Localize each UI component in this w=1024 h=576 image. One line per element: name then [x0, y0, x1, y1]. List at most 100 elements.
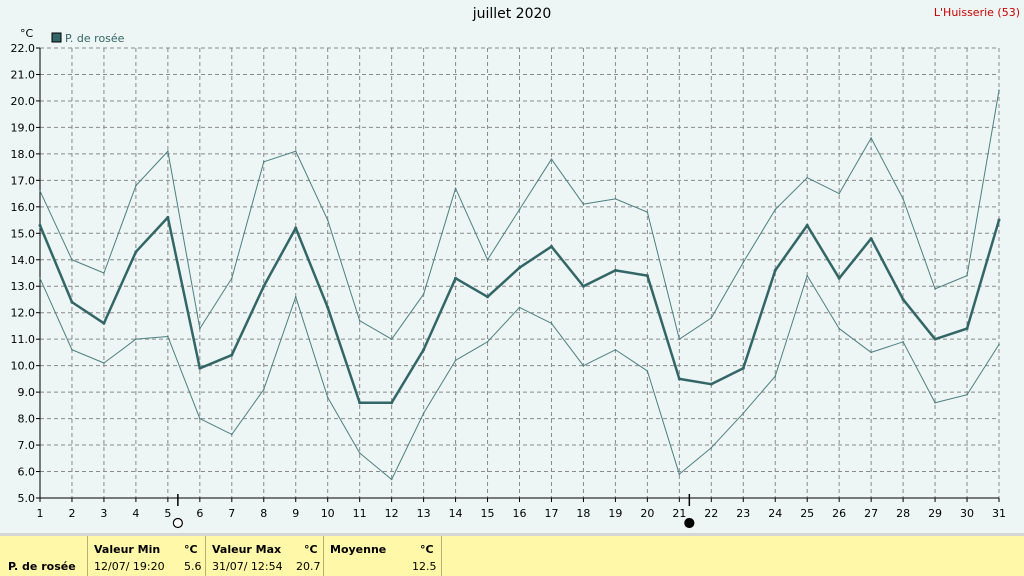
- mean-unit: °C: [420, 543, 434, 556]
- y-tick-label: 12.0: [11, 307, 36, 320]
- data-point-mean: [869, 237, 873, 241]
- data-point-min: [231, 433, 233, 436]
- mean-value: 12.5: [412, 560, 437, 573]
- data-point-max: [582, 203, 585, 205]
- data-point-max: [422, 293, 425, 295]
- data-point-min: [966, 393, 968, 396]
- data-point-min: [358, 452, 361, 454]
- data-point-min: [518, 306, 521, 309]
- data-point-mean: [613, 268, 617, 272]
- data-point-max: [966, 274, 968, 277]
- y-tick-label: 11.0: [11, 333, 36, 346]
- chart-title: juillet 2020: [472, 6, 552, 22]
- data-point-min: [486, 341, 489, 343]
- y-tick-label: 5.0: [18, 492, 36, 505]
- data-point-min: [454, 359, 457, 362]
- data-point-min: [390, 478, 393, 481]
- data-point-mean: [358, 401, 362, 405]
- legend-swatch: [51, 32, 62, 43]
- x-tick-label: 17: [544, 507, 558, 520]
- data-point-mean: [294, 226, 298, 230]
- data-point-min: [326, 396, 329, 399]
- x-tick-label: 29: [928, 507, 942, 520]
- data-point-min: [262, 388, 265, 391]
- stats-mean-cell: Moyenne °C 12.5: [324, 536, 442, 576]
- data-point-min: [678, 473, 681, 475]
- y-tick-label: 20.0: [11, 95, 36, 108]
- x-tick-label: 25: [800, 507, 814, 520]
- legend-label: P. de rosée: [65, 32, 125, 45]
- data-point-min: [294, 296, 297, 298]
- data-point-min: [646, 370, 649, 372]
- data-point-mean: [805, 223, 809, 227]
- data-point-mean: [102, 321, 106, 325]
- data-point-min: [806, 274, 808, 277]
- data-point-mean: [262, 284, 266, 288]
- data-point-mean: [997, 218, 1001, 222]
- data-point-max: [646, 211, 649, 213]
- data-point-max: [838, 192, 840, 195]
- min-date: 12/07/ 19:20: [94, 560, 165, 573]
- chart-area: 5.0 6.0 7.0 8.0 9.0 10.0 11.0 12.0 13.0 14.0 15.0 1…: [0, 0, 1024, 533]
- data-point-max: [998, 89, 1000, 92]
- data-point-max: [518, 208, 521, 211]
- data-point-max: [454, 187, 457, 190]
- y-axis-unit: °C: [20, 27, 34, 40]
- data-point-min: [934, 401, 936, 404]
- station-label: L'Huisserie (53): [933, 6, 1020, 19]
- x-tick-label: 22: [704, 507, 718, 520]
- data-point-mean: [230, 353, 234, 357]
- mean-header: Moyenne: [330, 543, 387, 556]
- y-tick-label: 6.0: [18, 466, 36, 479]
- x-tick-label: 6: [196, 507, 203, 520]
- chart-svg: 5.0 6.0 7.0 8.0 9.0 10.0 11.0 12.0 13.0 14.0 15.0 1…: [11, 27, 1006, 529]
- data-point-mean: [837, 276, 841, 280]
- y-tick-label: 9.0: [18, 386, 36, 399]
- data-point-mean: [677, 377, 681, 381]
- data-point-max: [678, 338, 681, 340]
- y-tick-label: 13.0: [11, 280, 36, 293]
- y-tick-label: 21.0: [11, 68, 36, 81]
- data-point-mean: [773, 268, 777, 272]
- new-moon-icon: [684, 517, 695, 529]
- data-point-max: [870, 137, 872, 139]
- x-tick-label: 10: [321, 507, 335, 520]
- data-point-max: [71, 258, 73, 261]
- x-tick-label: 4: [132, 507, 139, 520]
- data-point-min: [422, 412, 425, 415]
- data-point-mean: [390, 401, 394, 405]
- data-point-min: [774, 375, 777, 378]
- data-point-min: [838, 327, 840, 330]
- data-point-max: [326, 219, 329, 221]
- y-tick-label: 18.0: [11, 148, 36, 161]
- data-point-max: [199, 327, 201, 330]
- data-point-mean: [134, 250, 138, 254]
- x-tick-label: 21: [672, 507, 686, 520]
- max-unit: °C: [304, 543, 318, 556]
- y-tick-label: 22.0: [11, 42, 36, 55]
- y-tick-label: 19.0: [11, 121, 36, 134]
- x-tick-label: 13: [417, 507, 431, 520]
- x-tick-label: 24: [768, 507, 782, 520]
- x-tick-label: 27: [864, 507, 878, 520]
- data-point-mean: [326, 305, 330, 309]
- data-point-max: [902, 198, 904, 200]
- data-point-max: [806, 176, 808, 179]
- data-point-max: [358, 319, 361, 322]
- data-point-max: [742, 261, 745, 264]
- x-tick-label: 15: [481, 507, 495, 520]
- data-point-mean: [422, 348, 426, 352]
- stats-min-cell: Valeur Min °C 12/07/ 19:20 5.6: [88, 536, 206, 576]
- data-point-mean: [741, 366, 745, 370]
- x-tick-label: 19: [608, 507, 622, 520]
- data-point-max: [167, 150, 169, 153]
- data-point-min: [582, 364, 585, 367]
- data-point-max: [135, 184, 137, 187]
- y-tick-label: 7.0: [18, 439, 36, 452]
- x-tick-label: 3: [100, 507, 107, 520]
- stats-series-name: P. de rosée: [8, 560, 76, 573]
- x-tick-label: 14: [449, 507, 463, 520]
- x-tick-label: 2: [68, 507, 75, 520]
- data-point-mean: [549, 245, 553, 249]
- data-point-mean: [166, 215, 170, 219]
